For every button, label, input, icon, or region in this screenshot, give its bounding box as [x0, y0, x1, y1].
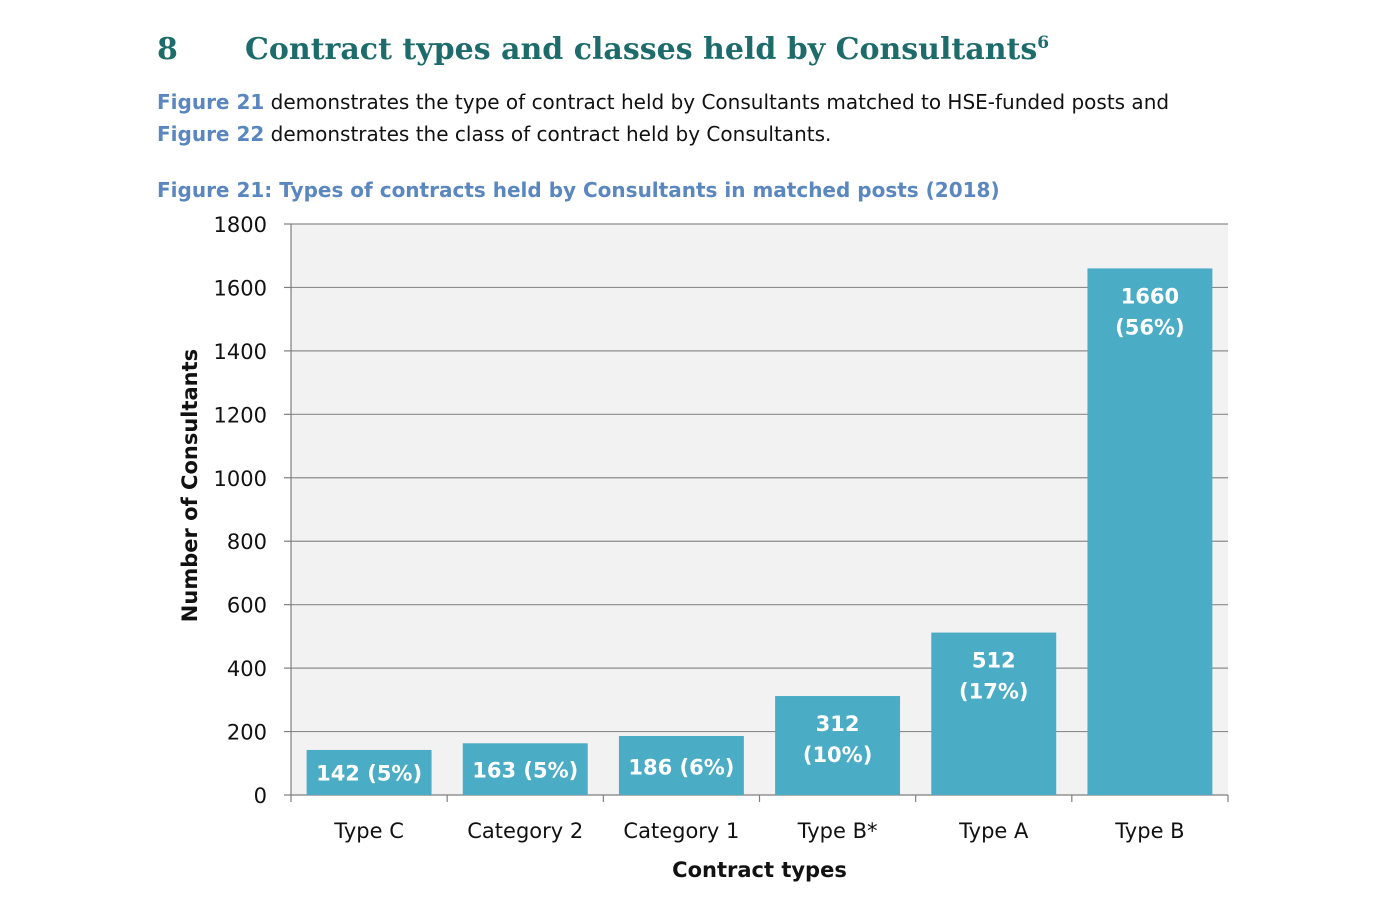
x-tick-label: Category 1 [623, 819, 739, 843]
y-tick-label: 1000 [214, 467, 267, 491]
bar-data-label: (10%) [803, 743, 872, 767]
bar-data-label: (17%) [959, 680, 1028, 704]
y-tick-label: 200 [227, 721, 267, 745]
section-number: 8 [157, 32, 178, 67]
intro-text-2: demonstrates the class of contract held … [264, 122, 832, 146]
x-tick-label: Type B [1114, 819, 1184, 843]
figure-21-link[interactable]: Figure 21 [157, 90, 265, 114]
intro-line-2: Figure 22 demonstrates the class of cont… [157, 118, 1267, 150]
bar [618, 735, 744, 795]
y-axis-title: Number of Consultants [178, 349, 202, 622]
bar [931, 632, 1057, 795]
bar-data-label: (56%) [1115, 315, 1184, 339]
bar-data-label: 186 (6%) [628, 755, 734, 779]
y-tick-label: 800 [227, 530, 267, 554]
intro-text-1: demonstrates the type of contract held b… [264, 90, 1170, 114]
bar-data-label: 512 [972, 649, 1016, 673]
bar-data-label: 163 (5%) [472, 759, 578, 783]
bar [462, 743, 588, 795]
bar-data-label: 1660 [1121, 284, 1179, 308]
x-tick-label: Category 2 [467, 819, 583, 843]
bar [1087, 268, 1213, 795]
figure-22-link[interactable]: Figure 22 [157, 122, 265, 146]
bar-data-label: 142 (5%) [316, 762, 422, 786]
footnote-marker[interactable]: 6 [1037, 33, 1050, 53]
section-heading: 8 Contract types and classes held by Cons… [157, 28, 1049, 72]
section-title: Contract types and classes held by Consu… [245, 32, 1049, 67]
section-title-text: Contract types and classes held by Consu… [245, 32, 1038, 67]
y-tick-label: 0 [254, 784, 267, 808]
bar [306, 749, 432, 795]
plot-area [291, 224, 1228, 795]
y-tick-label: 600 [227, 594, 267, 618]
y-tick-label: 400 [227, 657, 267, 681]
x-tick-label: Type C [333, 819, 404, 843]
y-tick-label: 1400 [214, 340, 267, 364]
bar-data-label: 312 [816, 712, 860, 736]
bar [775, 696, 901, 795]
intro-paragraph: Figure 21 demonstrates the type of contr… [157, 86, 1267, 150]
y-tick-label: 1800 [214, 213, 267, 237]
y-tick-label: 1600 [214, 276, 267, 300]
figure-caption: Figure 21: Types of contracts held by Co… [157, 178, 1000, 202]
x-tick-label: Type B* [797, 819, 878, 843]
y-tick-label: 1200 [214, 403, 267, 427]
intro-line-1: Figure 21 demonstrates the type of contr… [157, 86, 1267, 118]
x-axis-title: Contract types [672, 858, 847, 882]
x-tick-label: Type A [958, 819, 1029, 843]
